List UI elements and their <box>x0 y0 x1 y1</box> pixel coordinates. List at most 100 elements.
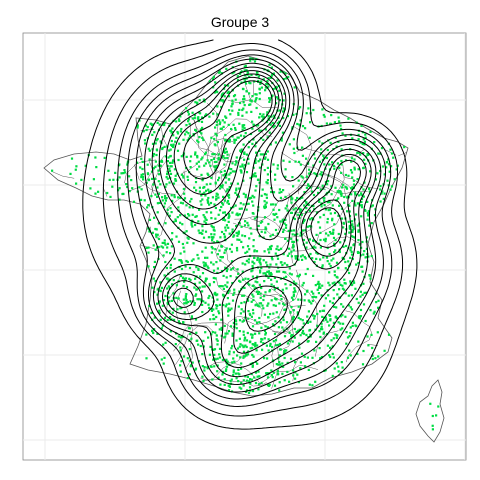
observation-point <box>202 379 205 382</box>
observation-point <box>293 327 296 331</box>
observation-point <box>181 242 184 246</box>
observation-point <box>227 389 231 392</box>
observation-point <box>357 340 360 343</box>
observation-point <box>118 198 121 201</box>
observation-point <box>377 306 380 309</box>
observation-point <box>282 302 285 305</box>
observation-point <box>264 86 267 89</box>
observation-point <box>350 283 353 287</box>
observation-point <box>326 260 329 263</box>
observation-point <box>163 145 166 148</box>
observation-point <box>213 233 216 236</box>
observation-point <box>222 99 225 102</box>
observation-point <box>228 247 232 251</box>
observation-point <box>323 163 326 166</box>
observation-point <box>176 216 179 219</box>
department-border <box>190 124 220 157</box>
observation-point <box>267 270 270 273</box>
observation-point <box>151 231 154 234</box>
observation-point <box>290 195 293 198</box>
observation-point <box>329 355 332 359</box>
observation-point <box>357 261 360 265</box>
observation-point <box>304 127 307 130</box>
observation-point <box>274 178 277 181</box>
observation-point <box>234 98 237 101</box>
observation-point <box>218 176 221 179</box>
observation-point <box>262 272 265 275</box>
observation-point <box>288 252 291 255</box>
observation-point <box>162 299 166 302</box>
observation-point <box>240 169 243 173</box>
observation-point <box>234 163 237 166</box>
observation-point <box>145 128 148 132</box>
observation-point <box>171 131 174 134</box>
observation-point <box>288 272 291 275</box>
observation-point <box>254 189 257 192</box>
observation-point <box>264 89 267 92</box>
observation-point <box>290 255 293 258</box>
observation-point <box>368 274 371 277</box>
observation-point <box>348 349 351 352</box>
observation-point <box>179 252 182 255</box>
observation-point <box>431 414 434 418</box>
observation-point <box>355 263 358 266</box>
observation-point <box>285 77 288 80</box>
observation-point <box>180 261 184 264</box>
observation-point <box>254 98 257 101</box>
observation-point <box>235 156 238 159</box>
observation-point <box>241 262 244 265</box>
observation-point <box>243 235 247 238</box>
observation-point <box>332 164 336 168</box>
observation-point <box>312 295 316 298</box>
observation-point <box>381 165 384 168</box>
observation-point <box>114 171 117 174</box>
observation-point <box>224 335 227 338</box>
observation-point <box>334 136 337 139</box>
observation-point <box>263 205 266 208</box>
observation-point <box>224 151 227 154</box>
observation-point <box>123 169 126 172</box>
observation-point <box>367 344 370 347</box>
observation-point <box>292 229 296 232</box>
observation-point <box>341 284 344 287</box>
observation-point <box>329 300 332 303</box>
observation-point <box>328 208 331 211</box>
observation-point <box>169 330 172 333</box>
observation-point <box>237 232 240 236</box>
observation-point <box>264 206 267 209</box>
observation-point <box>348 226 351 229</box>
observation-point <box>292 280 295 283</box>
observation-point <box>304 272 307 276</box>
observation-point <box>238 330 241 333</box>
observation-point <box>321 142 324 145</box>
observation-point <box>206 265 209 268</box>
observation-point <box>231 103 234 106</box>
observation-point <box>367 255 370 258</box>
observation-point <box>187 132 190 135</box>
observation-point <box>214 81 217 84</box>
observation-point <box>231 282 234 285</box>
observation-point <box>185 302 188 305</box>
observation-point <box>180 155 183 158</box>
observation-point <box>316 186 319 189</box>
observation-point <box>145 357 148 360</box>
observation-point <box>186 236 189 239</box>
observation-point <box>212 308 215 311</box>
observation-point <box>198 281 201 284</box>
observation-point <box>331 217 334 220</box>
observation-point <box>255 71 259 74</box>
observation-point <box>251 325 255 328</box>
observation-point <box>259 296 262 299</box>
observation-point <box>206 365 209 368</box>
observation-point <box>205 211 208 214</box>
observation-point <box>202 300 205 303</box>
observation-point <box>291 233 294 236</box>
observation-point <box>210 245 213 249</box>
observation-point <box>370 333 373 336</box>
observation-point <box>307 299 310 302</box>
observation-point <box>309 335 312 338</box>
observation-point <box>335 198 338 202</box>
observation-point <box>340 148 343 151</box>
observation-point <box>371 204 374 207</box>
observation-point <box>173 196 176 199</box>
